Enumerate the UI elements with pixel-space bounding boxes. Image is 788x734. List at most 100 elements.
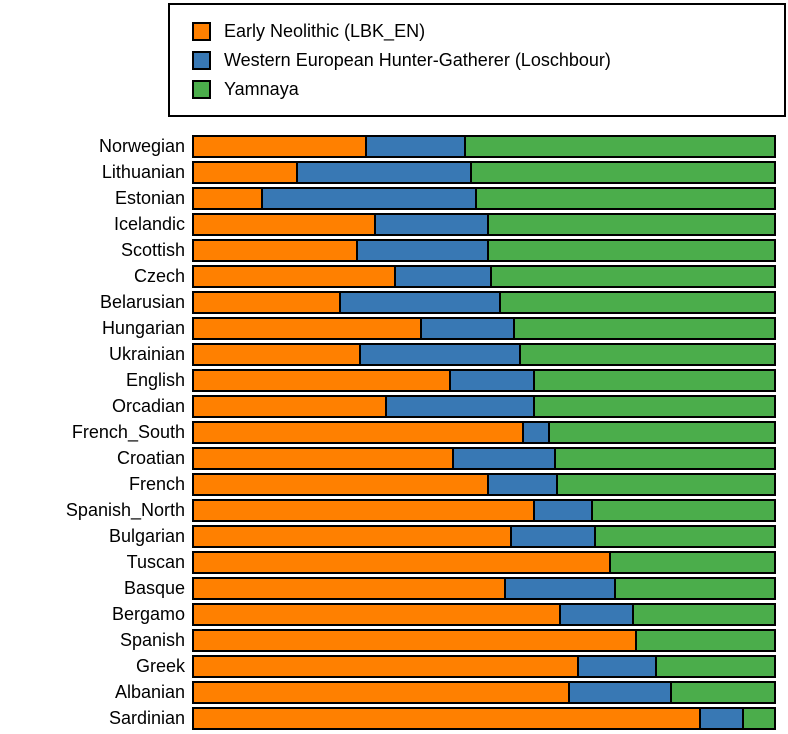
segment-western-european-hunter-gatherer-loschbour bbox=[365, 136, 464, 156]
stacked-bar bbox=[192, 238, 776, 262]
stacked-bar bbox=[192, 290, 776, 314]
segment-early-neolithic-lbk-en bbox=[194, 318, 421, 338]
segment-western-european-hunter-gatherer-loschbour bbox=[576, 656, 656, 676]
segment-early-neolithic-lbk-en bbox=[194, 162, 296, 182]
stacked-bar bbox=[192, 524, 776, 548]
segment-western-european-hunter-gatherer-loschbour bbox=[533, 500, 592, 520]
category-label: Croatian bbox=[116, 448, 185, 468]
segment-western-european-hunter-gatherer-loschbour bbox=[521, 422, 548, 442]
stacked-bar bbox=[192, 550, 776, 574]
stacked-bar bbox=[192, 654, 776, 678]
segment-yamnaya bbox=[591, 500, 774, 520]
stacked-bar bbox=[192, 498, 776, 522]
category-label: Scottish bbox=[120, 240, 185, 260]
stacked-bar bbox=[192, 706, 776, 730]
segment-yamnaya bbox=[475, 188, 774, 208]
segment-early-neolithic-lbk-en bbox=[194, 448, 453, 468]
bar-row: Estonian bbox=[0, 185, 776, 211]
bar-row: Spanish_North bbox=[0, 497, 776, 523]
segment-early-neolithic-lbk-en bbox=[194, 552, 609, 572]
stacked-bar bbox=[192, 394, 776, 418]
segment-western-european-hunter-gatherer-loschbour bbox=[385, 396, 534, 416]
category-label: Czech bbox=[133, 266, 185, 286]
segment-early-neolithic-lbk-en bbox=[194, 370, 450, 390]
legend-item-whg: Western European Hunter-Gatherer (Loschb… bbox=[192, 50, 784, 70]
category-label: Hungarian bbox=[101, 318, 185, 338]
legend: Early Neolithic (LBK_EN) Western Europea… bbox=[168, 3, 786, 117]
whg-swatch-icon bbox=[192, 50, 211, 70]
yamnaya-swatch-icon bbox=[192, 79, 211, 99]
legend-item-yamnaya: Yamnaya bbox=[192, 79, 784, 99]
bar-row: Croatian bbox=[0, 445, 776, 471]
bar-row: Basque bbox=[0, 575, 776, 601]
bar-row: Scottish bbox=[0, 237, 776, 263]
segment-early-neolithic-lbk-en bbox=[194, 292, 339, 312]
segment-western-european-hunter-gatherer-loschbour bbox=[373, 214, 487, 234]
segment-western-european-hunter-gatherer-loschbour bbox=[452, 448, 554, 468]
bar-row: Bergamo bbox=[0, 601, 776, 627]
segment-early-neolithic-lbk-en bbox=[194, 188, 261, 208]
legend-label-yamnaya: Yamnaya bbox=[224, 79, 299, 99]
category-label: Albanian bbox=[114, 682, 185, 702]
segment-western-european-hunter-gatherer-loschbour bbox=[394, 266, 490, 286]
bar-row: French_South bbox=[0, 419, 776, 445]
category-label: Belarusian bbox=[99, 292, 185, 312]
segment-yamnaya bbox=[486, 214, 774, 234]
segment-early-neolithic-lbk-en bbox=[194, 656, 577, 676]
stacked-bar bbox=[192, 160, 776, 184]
segment-yamnaya bbox=[634, 630, 774, 650]
bar-row: Orcadian bbox=[0, 393, 776, 419]
segment-western-european-hunter-gatherer-loschbour bbox=[339, 292, 499, 312]
segment-early-neolithic-lbk-en bbox=[194, 266, 395, 286]
segment-early-neolithic-lbk-en bbox=[194, 344, 360, 364]
segment-western-european-hunter-gatherer-loschbour bbox=[559, 604, 632, 624]
bar-row: Belarusian bbox=[0, 289, 776, 315]
bar-row: Icelandic bbox=[0, 211, 776, 237]
segment-yamnaya bbox=[463, 136, 774, 156]
segment-early-neolithic-lbk-en bbox=[194, 422, 522, 442]
stacked-bar bbox=[192, 472, 776, 496]
stacked-bar bbox=[192, 186, 776, 210]
segment-early-neolithic-lbk-en bbox=[194, 604, 560, 624]
segment-yamnaya bbox=[498, 292, 774, 312]
segment-western-european-hunter-gatherer-loschbour bbox=[510, 526, 595, 546]
segment-early-neolithic-lbk-en bbox=[194, 240, 357, 260]
bar-row: Ukrainian bbox=[0, 341, 776, 367]
segment-yamnaya bbox=[655, 656, 774, 676]
bar-row: Tuscan bbox=[0, 549, 776, 575]
category-label: Ukrainian bbox=[108, 344, 185, 364]
segment-yamnaya bbox=[614, 578, 774, 598]
segment-western-european-hunter-gatherer-loschbour bbox=[486, 474, 557, 494]
segment-early-neolithic-lbk-en bbox=[194, 214, 374, 234]
legend-label-whg: Western European Hunter-Gatherer (Loschb… bbox=[224, 50, 611, 70]
segment-yamnaya bbox=[489, 266, 774, 286]
segment-western-european-hunter-gatherer-loschbour bbox=[568, 682, 670, 702]
segment-yamnaya bbox=[533, 396, 774, 416]
segment-yamnaya bbox=[594, 526, 774, 546]
category-label: Lithuanian bbox=[101, 162, 185, 182]
category-label: Norwegian bbox=[98, 136, 185, 156]
bar-row: Spanish bbox=[0, 627, 776, 653]
bar-row: French bbox=[0, 471, 776, 497]
category-label: Orcadian bbox=[111, 396, 185, 416]
segment-early-neolithic-lbk-en bbox=[194, 578, 505, 598]
category-label: Bergamo bbox=[111, 604, 185, 624]
category-label: Tuscan bbox=[126, 552, 185, 572]
stacked-bar bbox=[192, 342, 776, 366]
stacked-bar bbox=[192, 602, 776, 626]
stacked-bar bbox=[192, 576, 776, 600]
stacked-bar bbox=[192, 420, 776, 444]
segment-early-neolithic-lbk-en bbox=[194, 474, 487, 494]
category-label: French bbox=[128, 474, 185, 494]
category-label: Bulgarian bbox=[108, 526, 185, 546]
segment-western-european-hunter-gatherer-loschbour bbox=[504, 578, 615, 598]
category-label: Estonian bbox=[114, 188, 185, 208]
segment-yamnaya bbox=[547, 422, 774, 442]
segment-western-european-hunter-gatherer-loschbour bbox=[359, 344, 519, 364]
category-label: Spanish_North bbox=[65, 500, 185, 520]
stacked-bar bbox=[192, 134, 776, 158]
stacked-bar bbox=[192, 316, 776, 340]
bar-row: Greek bbox=[0, 653, 776, 679]
segment-yamnaya bbox=[608, 552, 774, 572]
segment-early-neolithic-lbk-en bbox=[194, 682, 569, 702]
